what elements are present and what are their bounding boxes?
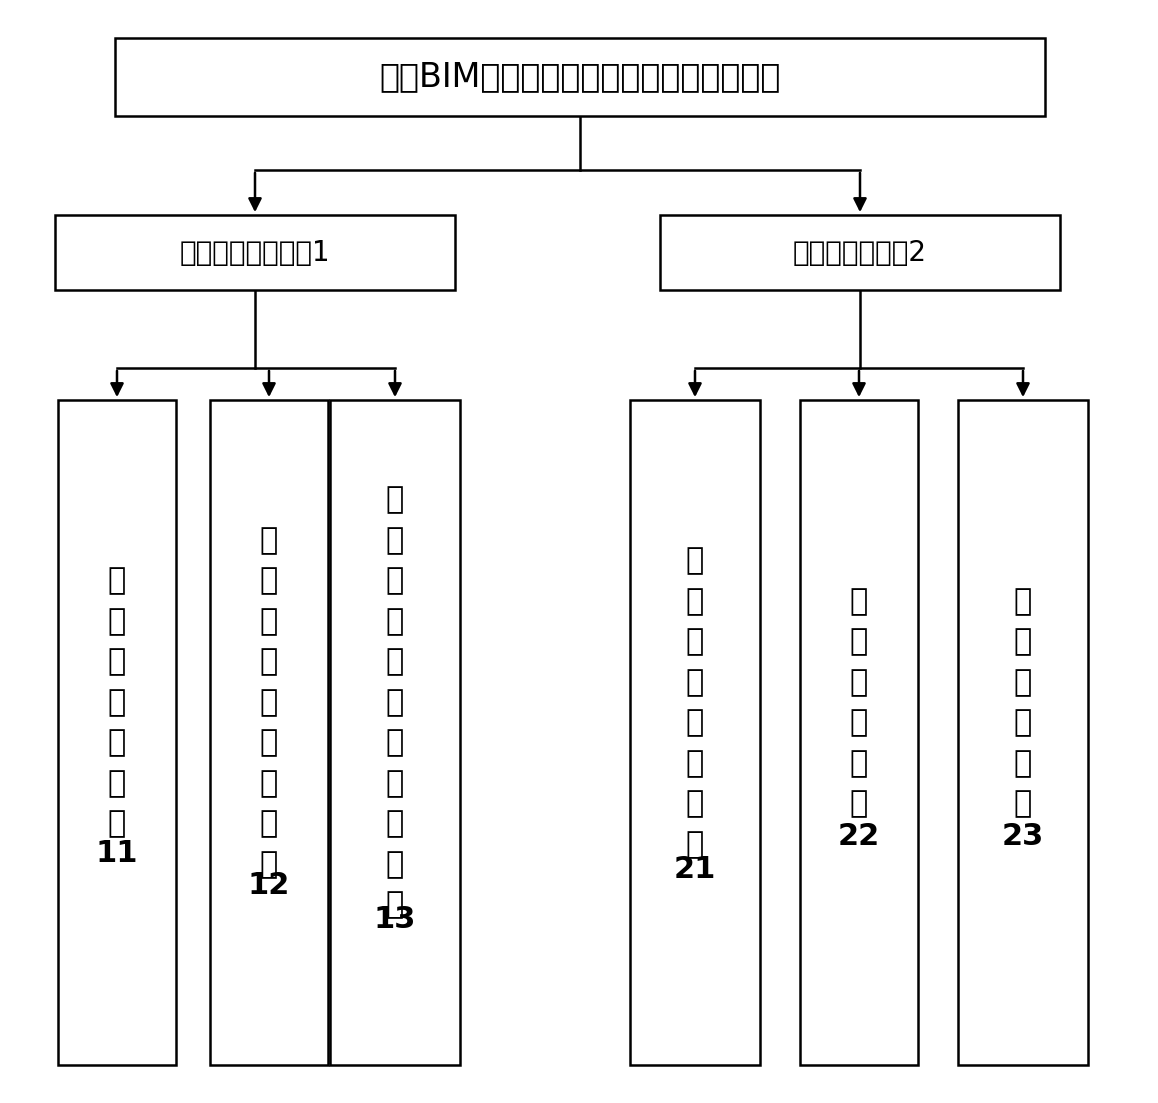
Text: 监测管理子系统2: 监测管理子系统2: [793, 238, 928, 267]
Text: 12: 12: [248, 871, 291, 900]
Text: 风
险
预
警
模
块: 风 险 预 警 模 块: [850, 587, 868, 818]
Text: 基于BIM的大直径盾构隧道掌子面管理系统: 基于BIM的大直径盾构隧道掌子面管理系统: [380, 61, 780, 94]
Bar: [54, 215, 455, 290]
Text: 隧
道
实
时
监
控
模
块: 隧 道 实 时 监 控 模 块: [686, 546, 704, 859]
Text: 13: 13: [374, 904, 416, 933]
Text: 掌
子
面
现
场
反
馈
管
理
模
块: 掌 子 面 现 场 反 馈 管 理 模 块: [386, 485, 404, 920]
Text: 22: 22: [838, 822, 880, 852]
Bar: [660, 215, 1060, 290]
Text: 23: 23: [1002, 822, 1045, 852]
Text: 掌子面管理子系统1: 掌子面管理子系统1: [179, 238, 330, 267]
Bar: [800, 400, 918, 1065]
Text: 档
案
管
理
模
块: 档 案 管 理 模 块: [1014, 587, 1032, 818]
Bar: [330, 400, 460, 1065]
Bar: [210, 400, 328, 1065]
Text: 掌
子
面
压
力
预
估
模
块: 掌 子 面 压 力 预 估 模 块: [259, 526, 278, 879]
Text: 21: 21: [674, 855, 716, 884]
Bar: [115, 38, 1045, 116]
Bar: [958, 400, 1089, 1065]
Bar: [58, 400, 176, 1065]
Bar: [630, 400, 760, 1065]
Text: 信
息
化
模
型
模
块: 信 息 化 模 型 模 块: [108, 567, 126, 838]
Text: 11: 11: [96, 838, 138, 867]
